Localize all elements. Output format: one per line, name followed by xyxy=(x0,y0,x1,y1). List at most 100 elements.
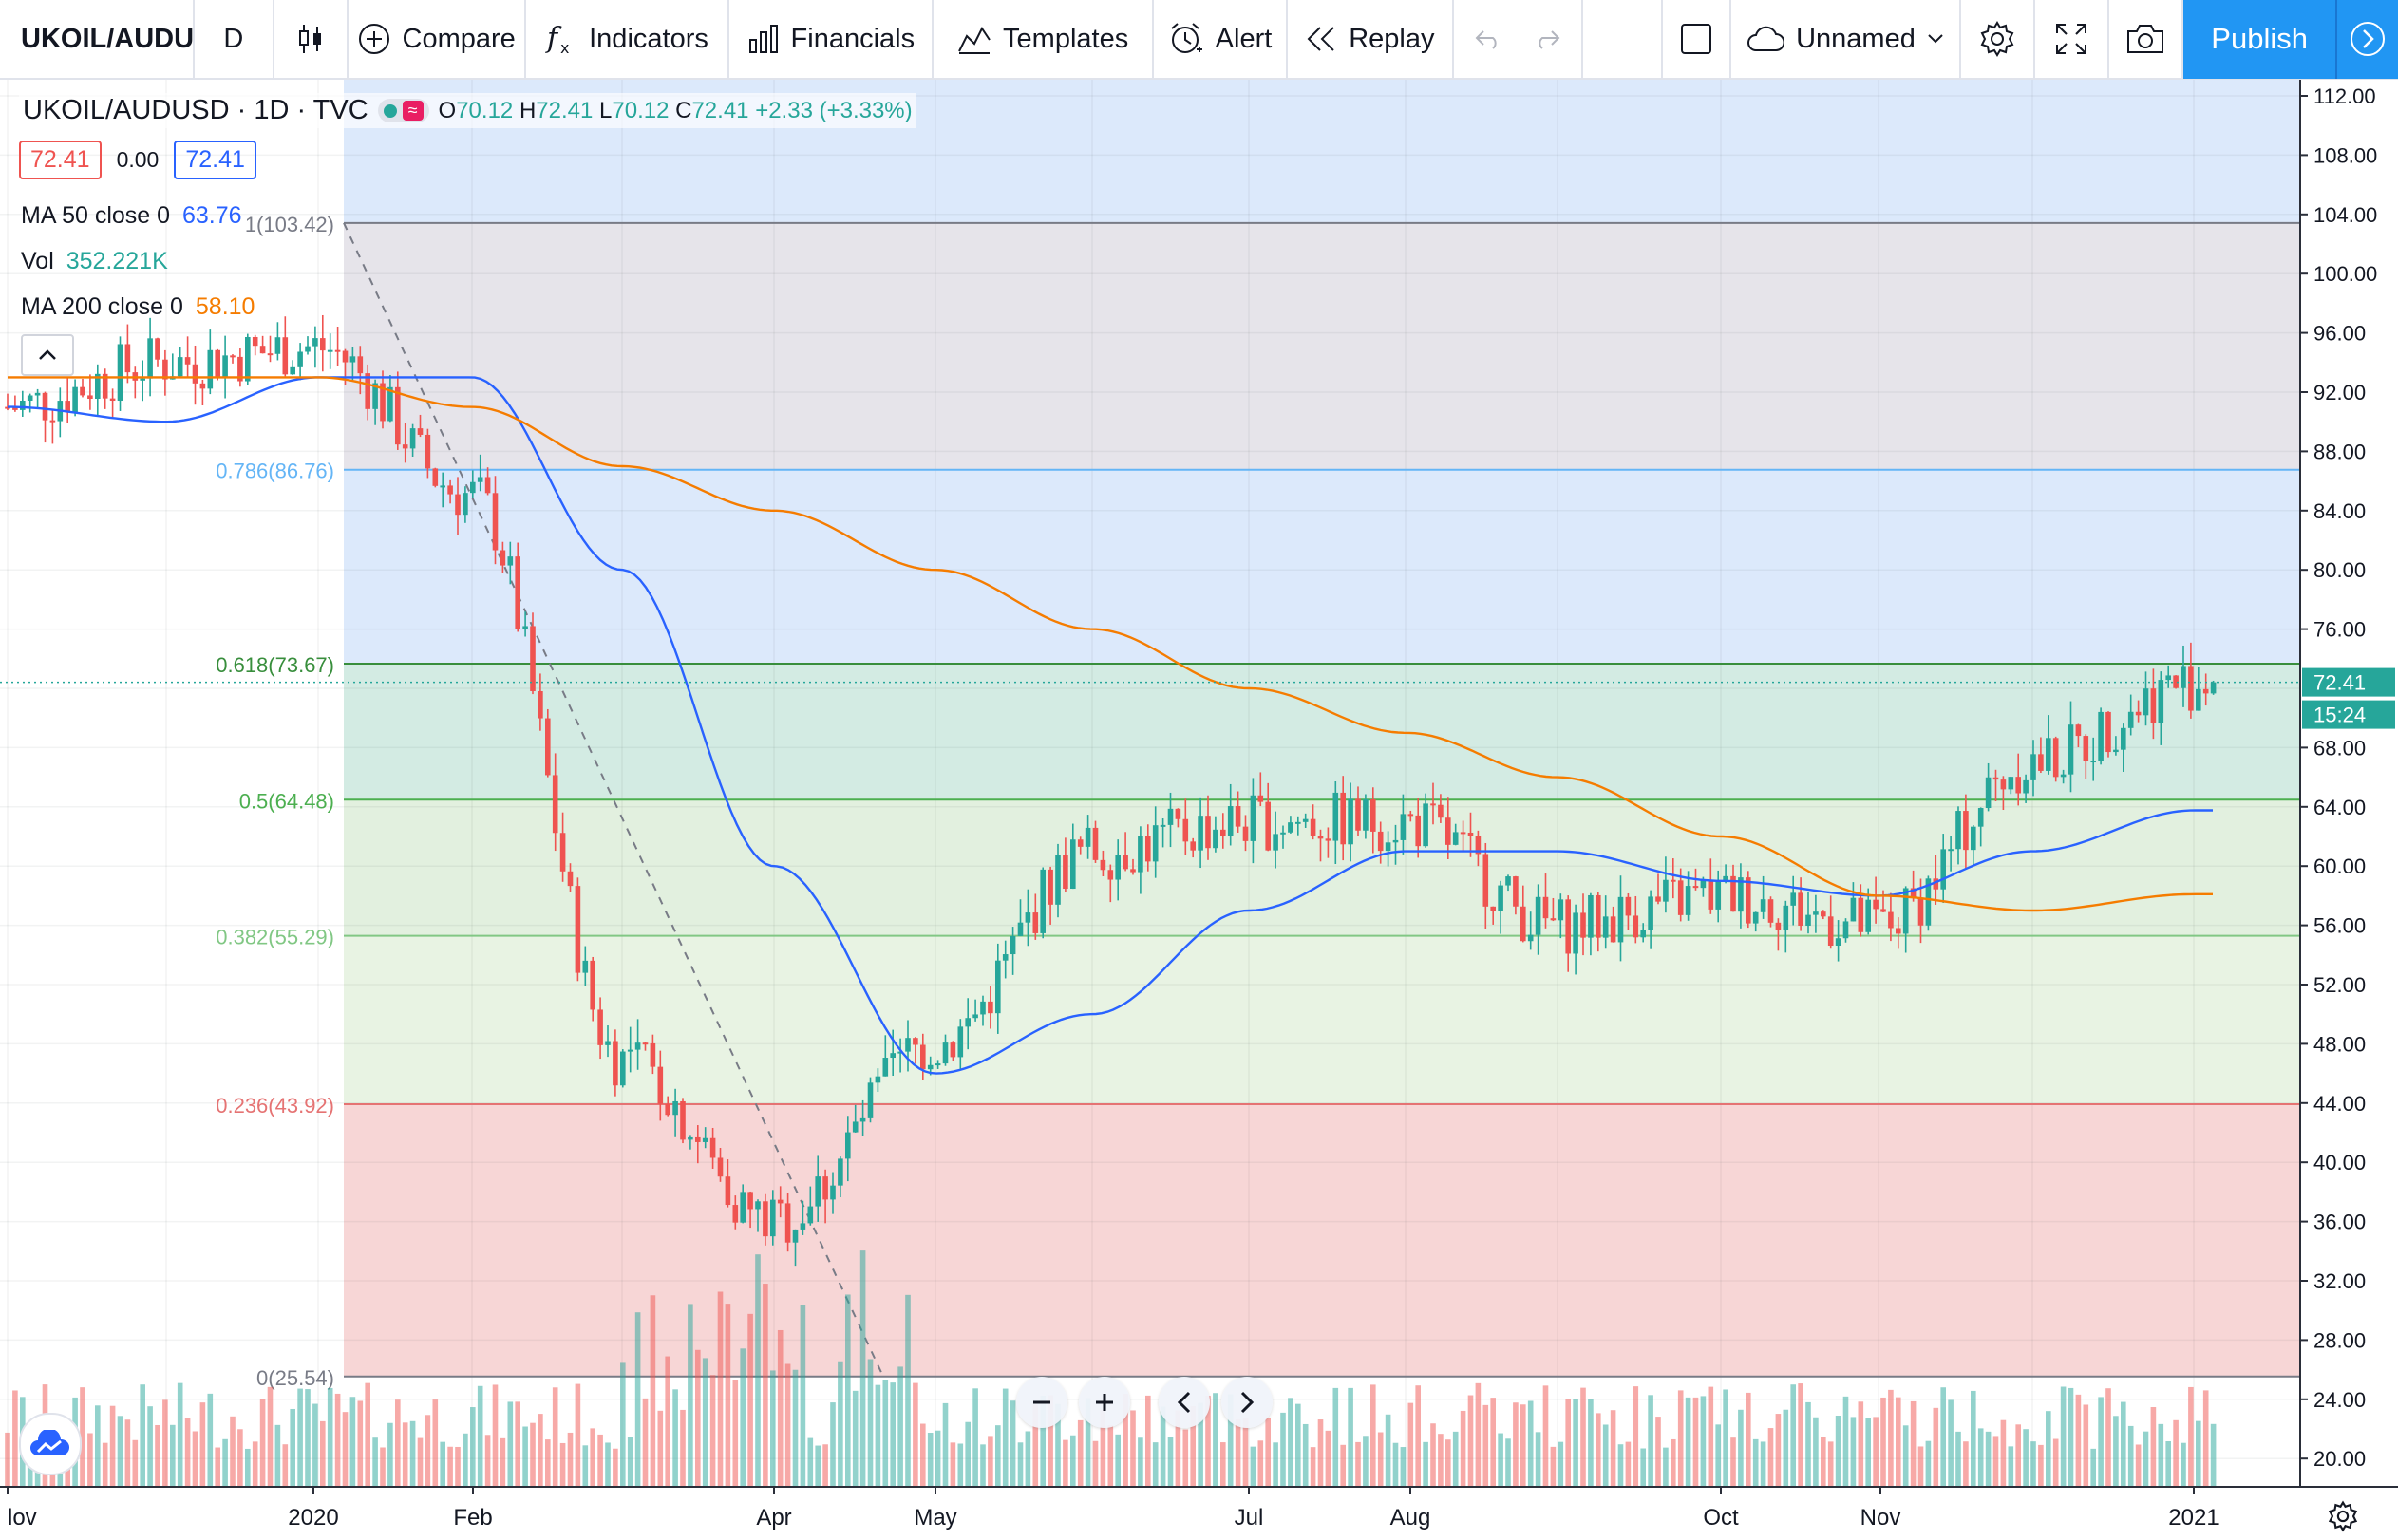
volume-bar xyxy=(1827,1441,1834,1487)
candle-body xyxy=(784,1203,791,1243)
settings-button[interactable] xyxy=(1961,0,2036,79)
candle-body xyxy=(2060,774,2067,778)
candle-body xyxy=(1363,799,1369,831)
volume-bar xyxy=(1550,1446,1557,1487)
scroll-left-button[interactable] xyxy=(1159,1377,1210,1428)
chart-canvas[interactable]: 1(103.42) 0.786(86.76) 0.618(73.67) 0.5(64.… xyxy=(0,80,2398,1540)
ma200-legend[interactable]: MA 200 close 0 58.10 xyxy=(21,293,255,321)
tradingview-logo[interactable] xyxy=(19,1413,82,1475)
ask-price-box[interactable]: 72.41 xyxy=(174,141,256,179)
candle-body xyxy=(709,1137,716,1158)
candle-body xyxy=(1948,849,1954,852)
save-layout-button[interactable]: Unnamed xyxy=(1731,0,1962,79)
candle-body xyxy=(1775,922,1782,930)
volume-bar xyxy=(800,1305,806,1487)
publish-more-button[interactable] xyxy=(2335,0,2398,79)
volume-bar xyxy=(688,1304,693,1487)
volume-bar xyxy=(1482,1404,1489,1487)
candle-body xyxy=(1640,930,1646,938)
chart-style-button[interactable] xyxy=(274,0,349,79)
volume-bar xyxy=(552,1387,558,1487)
candle-body xyxy=(2196,688,2201,711)
symbol-search[interactable]: UKOIL/AUDU xyxy=(0,0,195,79)
snapshot-button[interactable] xyxy=(2109,0,2184,79)
volume-legend[interactable]: Vol 352.221K xyxy=(21,248,168,275)
ma50-legend[interactable]: MA 50 close 0 63.76 xyxy=(21,202,242,230)
zoom-out-button[interactable] xyxy=(1016,1377,1067,1428)
volume-bar xyxy=(2083,1404,2089,1487)
undo-icon[interactable] xyxy=(1474,28,1502,50)
interval-selector[interactable]: D xyxy=(195,0,274,79)
redo-icon[interactable] xyxy=(1533,28,1561,50)
volume-bar xyxy=(409,1420,416,1487)
volume-bar xyxy=(1055,1403,1061,1487)
volume-bar xyxy=(2210,1423,2217,1487)
scroll-right-button[interactable] xyxy=(1221,1377,1273,1428)
chart-area[interactable]: 1(103.42) 0.786(86.76) 0.618(73.67) 0.5(64.… xyxy=(0,80,2398,1540)
fib-zone xyxy=(344,935,2300,1105)
alert-button[interactable]: Alert xyxy=(1154,0,1288,79)
legend-status-pill[interactable]: ≈ xyxy=(377,99,429,122)
candle-body xyxy=(980,1001,986,1015)
candle-body xyxy=(763,1201,768,1237)
volume-bar xyxy=(763,1284,768,1487)
zoom-in-button[interactable] xyxy=(1079,1377,1130,1428)
candle-body xyxy=(1040,869,1046,933)
candle-body xyxy=(1348,798,1353,845)
volume-bar xyxy=(1227,1394,1234,1487)
volume-bar xyxy=(755,1254,761,1487)
volume-bar xyxy=(1775,1414,1782,1487)
candle-body xyxy=(2202,688,2209,694)
time-tick-label: Feb xyxy=(453,1505,492,1531)
chart-navigation xyxy=(1016,1377,1273,1428)
templates-button[interactable]: Templates xyxy=(934,0,1155,79)
volume-bar xyxy=(784,1363,791,1487)
price-tick-label: 40.00 xyxy=(2313,1151,2366,1174)
volume-bar xyxy=(230,1416,236,1487)
play-circle-icon xyxy=(2351,22,2386,56)
candle-body xyxy=(80,386,85,396)
candle-body xyxy=(725,1176,731,1206)
candle-body xyxy=(1160,824,1166,827)
volume-bar xyxy=(1985,1431,1992,1487)
volume-bars xyxy=(5,1250,2217,1487)
volume-bar xyxy=(1445,1439,1451,1487)
volume-bar xyxy=(2188,1386,2194,1487)
candle-body xyxy=(192,364,198,384)
volume-bar xyxy=(530,1422,536,1487)
candle-body xyxy=(177,357,183,377)
candle-body xyxy=(665,1103,670,1116)
publish-button[interactable]: Publish xyxy=(2183,0,2336,79)
volume-bar xyxy=(2135,1444,2142,1487)
bid-price-box[interactable]: 72.41 xyxy=(19,141,102,179)
volume-bar xyxy=(875,1384,881,1487)
volume-bar xyxy=(1573,1399,1578,1487)
candle-body xyxy=(1250,795,1256,841)
volume-bar xyxy=(1715,1424,1721,1487)
price-tick-label: 64.00 xyxy=(2313,796,2366,819)
symbol-legend[interactable]: UKOIL/AUDUSD · 1D · TVC ≈ O70.12 H72.41 … xyxy=(19,93,916,128)
collapse-legend-button[interactable] xyxy=(21,334,74,376)
volume-bar xyxy=(507,1401,514,1487)
volume-bar xyxy=(807,1437,814,1487)
volume-bar xyxy=(2000,1419,2007,1487)
financials-button[interactable]: Financials xyxy=(729,0,935,79)
volume-bar xyxy=(1205,1396,1211,1487)
fullscreen-button[interactable] xyxy=(2035,0,2110,79)
candle-body xyxy=(1182,818,1189,842)
volume-bar xyxy=(447,1446,453,1487)
candle-body xyxy=(1602,916,1609,938)
compare-button[interactable]: Compare xyxy=(349,0,526,79)
replay-button[interactable]: Replay xyxy=(1288,0,1454,79)
fib-level-label: 1(103.42) xyxy=(245,213,334,236)
volume-bar xyxy=(2105,1388,2111,1487)
fullscreen-layout-button[interactable] xyxy=(1663,0,1731,79)
volume-bar xyxy=(2143,1431,2149,1487)
time-axis-settings-button[interactable] xyxy=(2327,1500,2359,1537)
fib-zone xyxy=(344,1104,2300,1377)
volume-bar xyxy=(1790,1384,1796,1487)
volume-bar xyxy=(725,1304,731,1487)
candle-body xyxy=(807,1206,814,1224)
volume-bar xyxy=(1040,1396,1046,1487)
